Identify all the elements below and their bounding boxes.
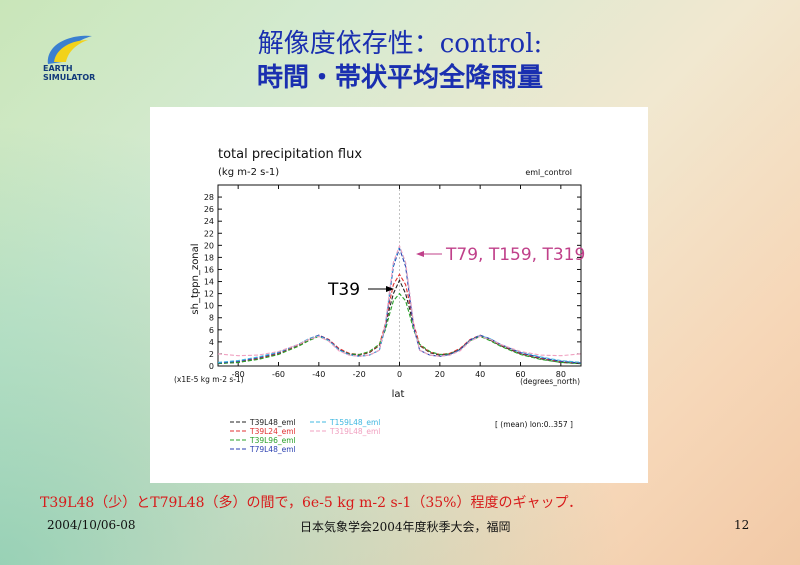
legend-entry: T39L96_eml bbox=[249, 436, 296, 445]
y-tick-label: 10 bbox=[204, 302, 214, 311]
annotation-high-res-arrow bbox=[416, 251, 442, 257]
logo-text: EARTH SIMULATOR bbox=[43, 64, 95, 82]
y-scale-label: (x1E-5 kg m-2 s-1) bbox=[174, 375, 244, 384]
x-tick-label: 40 bbox=[475, 370, 485, 379]
x-tick-label: 20 bbox=[435, 370, 445, 379]
y-tick-label: 16 bbox=[204, 265, 214, 274]
x-tick-label: -40 bbox=[312, 370, 325, 379]
annotation-high-res: T79, T159, T319 bbox=[445, 245, 585, 265]
slide-title-line2: 時間・帯状平均全降雨量 bbox=[256, 63, 543, 93]
legend-entry: T159L48_eml bbox=[329, 418, 380, 427]
x-tick-label: 0 bbox=[397, 370, 402, 379]
x-tick-label: -80 bbox=[232, 370, 245, 379]
y-tick-label: 18 bbox=[204, 253, 214, 262]
y-tick-label: 2 bbox=[209, 350, 214, 359]
x-axis-label: lat bbox=[392, 389, 405, 400]
chart-title: total precipitation flux bbox=[218, 147, 362, 162]
y-tick-label: 22 bbox=[204, 229, 214, 238]
y-tick-label: 20 bbox=[204, 241, 214, 250]
chart-top-right-label: eml_control bbox=[525, 168, 572, 177]
x-tick-label: 60 bbox=[515, 370, 525, 379]
summary-caption: T39L48（少）とT79L48（多）の間で，6e-5 kg m-2 s-1（3… bbox=[40, 495, 583, 511]
slide-title-line1: 解像度依存性：control: bbox=[257, 29, 543, 59]
y-tick-label: 0 bbox=[209, 362, 214, 371]
y-tick-label: 24 bbox=[204, 217, 214, 226]
averaging-note: [ (mean) lon:0..357 ] bbox=[495, 420, 573, 429]
y-tick-label: 8 bbox=[209, 314, 214, 323]
logo-line1: EARTH bbox=[43, 64, 73, 73]
y-axis-label: sh_tppn_zonal bbox=[190, 243, 201, 314]
series-line-t39l96-eml bbox=[217, 292, 582, 365]
x-tick-label: -60 bbox=[272, 370, 285, 379]
chart-subtitle: (kg m-2 s-1) bbox=[218, 167, 279, 178]
y-tick-label: 4 bbox=[209, 338, 214, 347]
earth-simulator-logo-icon bbox=[47, 35, 92, 64]
x-unit-label: (degrees_north) bbox=[520, 377, 580, 386]
annotation-t39: T39 bbox=[327, 280, 360, 300]
legend-entry: T319L48_eml bbox=[329, 427, 380, 436]
legend-entry: T79L48_eml bbox=[249, 445, 296, 454]
annotation-t39-arrow bbox=[368, 286, 394, 292]
footer-date: 2004/10/06-08 bbox=[47, 518, 136, 532]
y-tick-label: 12 bbox=[204, 290, 214, 299]
legend-entry: T39L24_eml bbox=[249, 427, 296, 436]
x-tick-label: -20 bbox=[353, 370, 366, 379]
chart-panel: total precipitation flux (kg m-2 s-1) em… bbox=[150, 107, 648, 483]
series-line-t319l48-eml bbox=[217, 244, 582, 357]
precipitation-chart: total precipitation flux (kg m-2 s-1) em… bbox=[174, 147, 585, 454]
footer-conference: 日本気象学会2004年度秋季大会，福岡 bbox=[300, 520, 511, 534]
y-tick-label: 6 bbox=[209, 326, 214, 335]
y-tick-label: 28 bbox=[204, 193, 214, 202]
y-tick-label: 14 bbox=[204, 278, 214, 287]
legend-entry: T39L48_eml bbox=[249, 418, 296, 427]
page-number: 12 bbox=[734, 518, 750, 532]
logo-line2: SIMULATOR bbox=[43, 73, 96, 82]
x-tick-label: 80 bbox=[556, 370, 566, 379]
y-tick-label: 26 bbox=[204, 205, 214, 214]
